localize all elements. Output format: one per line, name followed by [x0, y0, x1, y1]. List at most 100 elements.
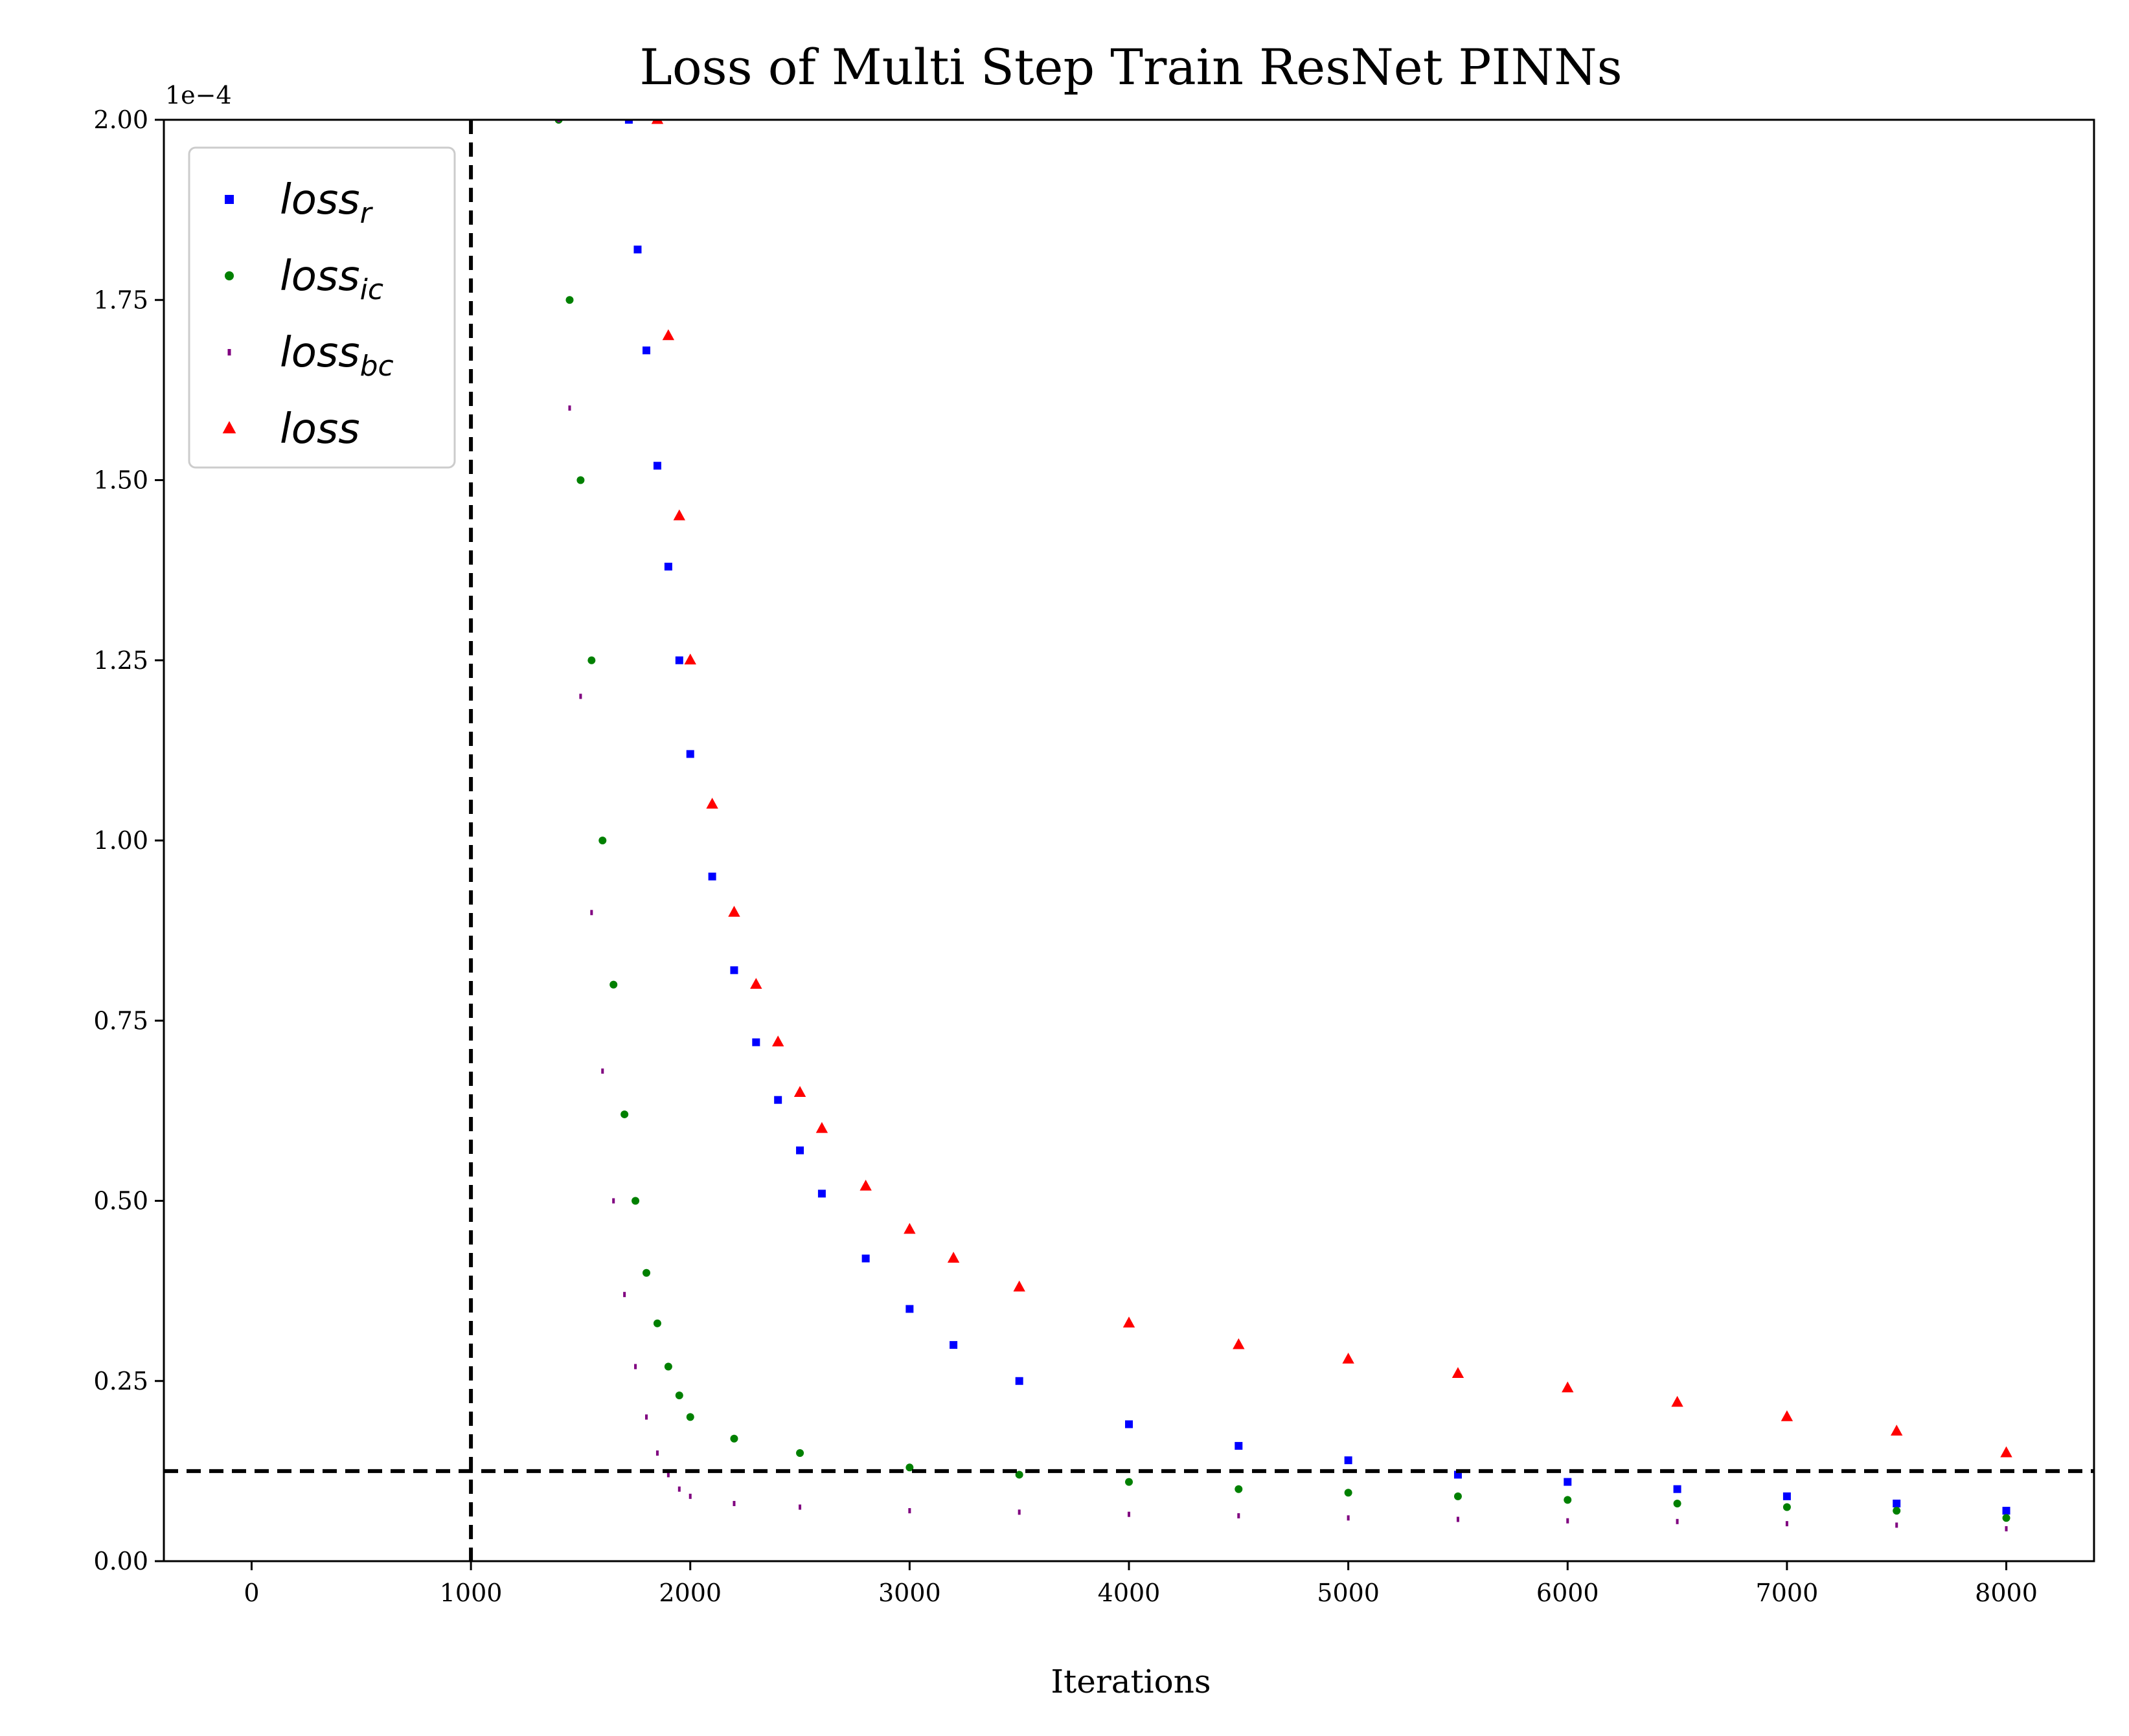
data-point — [653, 462, 661, 470]
x-tick-label: 3000 — [878, 1579, 941, 1607]
data-point — [1344, 1489, 1352, 1497]
data-point — [565, 296, 574, 304]
data-point — [590, 910, 593, 916]
data-point — [1342, 1352, 1354, 1364]
data-point — [1781, 1410, 1793, 1421]
data-point — [576, 476, 585, 484]
data-point — [598, 837, 607, 844]
data-point — [1128, 1511, 1130, 1517]
data-point — [623, 1292, 626, 1298]
data-point — [675, 1392, 683, 1400]
data-point — [1347, 1515, 1350, 1521]
x-tick-label: 5000 — [1317, 1579, 1380, 1607]
data-point — [750, 978, 762, 989]
data-point — [796, 1146, 804, 1155]
data-point — [1564, 1496, 1572, 1504]
data-point — [771, 1035, 784, 1047]
data-point — [1013, 1280, 1025, 1292]
data-point — [1895, 1522, 1898, 1528]
data-point — [1671, 1395, 1683, 1407]
data-point — [557, 120, 560, 122]
data-point — [1453, 1492, 1462, 1500]
data-point — [664, 563, 672, 571]
data-point — [708, 872, 716, 881]
x-tick-label: 4000 — [1098, 1579, 1161, 1607]
data-point — [817, 1189, 826, 1198]
y-tick-label: 1.00 — [93, 826, 148, 855]
data-point — [601, 1068, 604, 1074]
data-point — [1237, 1513, 1240, 1518]
series-r — [624, 120, 2010, 1515]
data-point — [1456, 1516, 1459, 1522]
data-point — [2002, 1514, 2010, 1522]
data-point — [796, 1449, 804, 1458]
data-point — [686, 1413, 694, 1421]
y-axis: 0.00 0.25 0.50 0.75 1.00 1.25 1.50 1.75 2.00 — [93, 106, 164, 1575]
legend-entry-label: loss — [280, 405, 360, 453]
data-point — [651, 120, 664, 124]
data-point — [733, 1500, 736, 1506]
data-point — [730, 966, 738, 975]
data-point — [752, 1038, 760, 1046]
data-point — [624, 120, 633, 124]
data-point — [1125, 1478, 1133, 1486]
data-point — [677, 1486, 681, 1492]
x-tick-label: 0 — [244, 1579, 259, 1607]
legend-marker — [225, 271, 234, 280]
data-point — [673, 509, 685, 521]
legend-box — [188, 146, 456, 469]
data-point — [1344, 1456, 1352, 1465]
data-point — [1676, 1518, 1679, 1524]
data-point — [1673, 1499, 1681, 1507]
data-point — [908, 1508, 911, 1514]
x-tick-label: 8000 — [1975, 1579, 2038, 1607]
data-point — [1566, 1518, 1569, 1524]
y-tick-label: 0.25 — [93, 1367, 148, 1395]
data-point — [1893, 1507, 1901, 1515]
data-point — [1564, 1478, 1572, 1486]
data-point — [666, 1472, 670, 1478]
series-ic — [554, 120, 2010, 1522]
data-point — [1233, 1338, 1245, 1349]
y-tick-label: 1.25 — [93, 646, 148, 675]
x-tick-label: 7000 — [1756, 1579, 1819, 1607]
data-point — [728, 905, 740, 917]
data-point — [612, 1198, 615, 1204]
data-point — [643, 346, 650, 355]
data-point — [1782, 1492, 1791, 1500]
data-point — [579, 693, 582, 699]
y-tick-label: 2.00 — [93, 106, 148, 134]
data-point — [1893, 1499, 1901, 1507]
data-point — [1018, 1509, 1021, 1515]
data-point — [655, 1450, 659, 1456]
data-point — [587, 656, 596, 664]
data-point — [706, 797, 718, 809]
data-point — [1562, 1381, 1574, 1393]
data-point — [684, 653, 696, 665]
data-point — [653, 1319, 661, 1327]
data-point — [609, 980, 618, 989]
data-point — [689, 1493, 692, 1499]
x-axis: 0 1000 2000 3000 4000 5000 6000 7000 8000 — [244, 1561, 2038, 1607]
x-tick-label: 1000 — [440, 1579, 503, 1607]
data-point — [815, 1122, 828, 1133]
data-point — [568, 405, 571, 411]
x-axis-title: Iterations — [1051, 1663, 1211, 1700]
data-point — [730, 1434, 738, 1443]
data-point — [1452, 1367, 1464, 1379]
data-point — [1015, 1377, 1023, 1385]
data-point — [634, 1364, 637, 1370]
data-point — [633, 245, 642, 254]
series-bc — [557, 120, 2008, 1531]
data-point — [950, 1341, 958, 1349]
data-point — [793, 1086, 806, 1097]
data-point — [620, 1110, 629, 1118]
data-point — [1785, 1521, 1788, 1527]
data-point — [947, 1252, 960, 1263]
y-tick-label: 1.75 — [93, 286, 148, 314]
legend-marker — [222, 421, 236, 434]
data-point — [860, 1179, 872, 1191]
y-axis-scale-label: 1e−4 — [165, 81, 232, 109]
